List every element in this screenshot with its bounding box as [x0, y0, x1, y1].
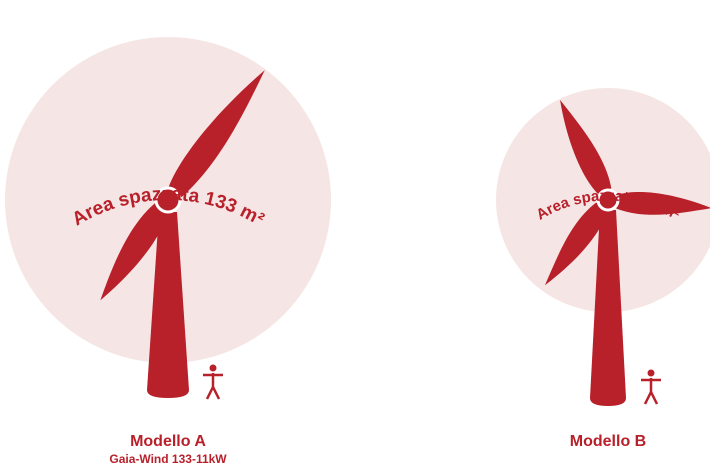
- person-icon: [203, 365, 223, 400]
- person-icon: [641, 370, 661, 405]
- turbine-comparison: Area spazzata 133 m² Modello A Gaia-Wind…: [0, 0, 710, 474]
- turbine-b: Area spazzata 45 m² Modello B: [496, 88, 710, 450]
- model-name: Modello A: [130, 433, 206, 450]
- model-subtitle: Gaia-Wind 133-11kW: [109, 452, 227, 466]
- turbine-a: Area spazzata 133 m² Modello A Gaia-Wind…: [5, 37, 331, 466]
- model-name: Modello B: [570, 433, 646, 450]
